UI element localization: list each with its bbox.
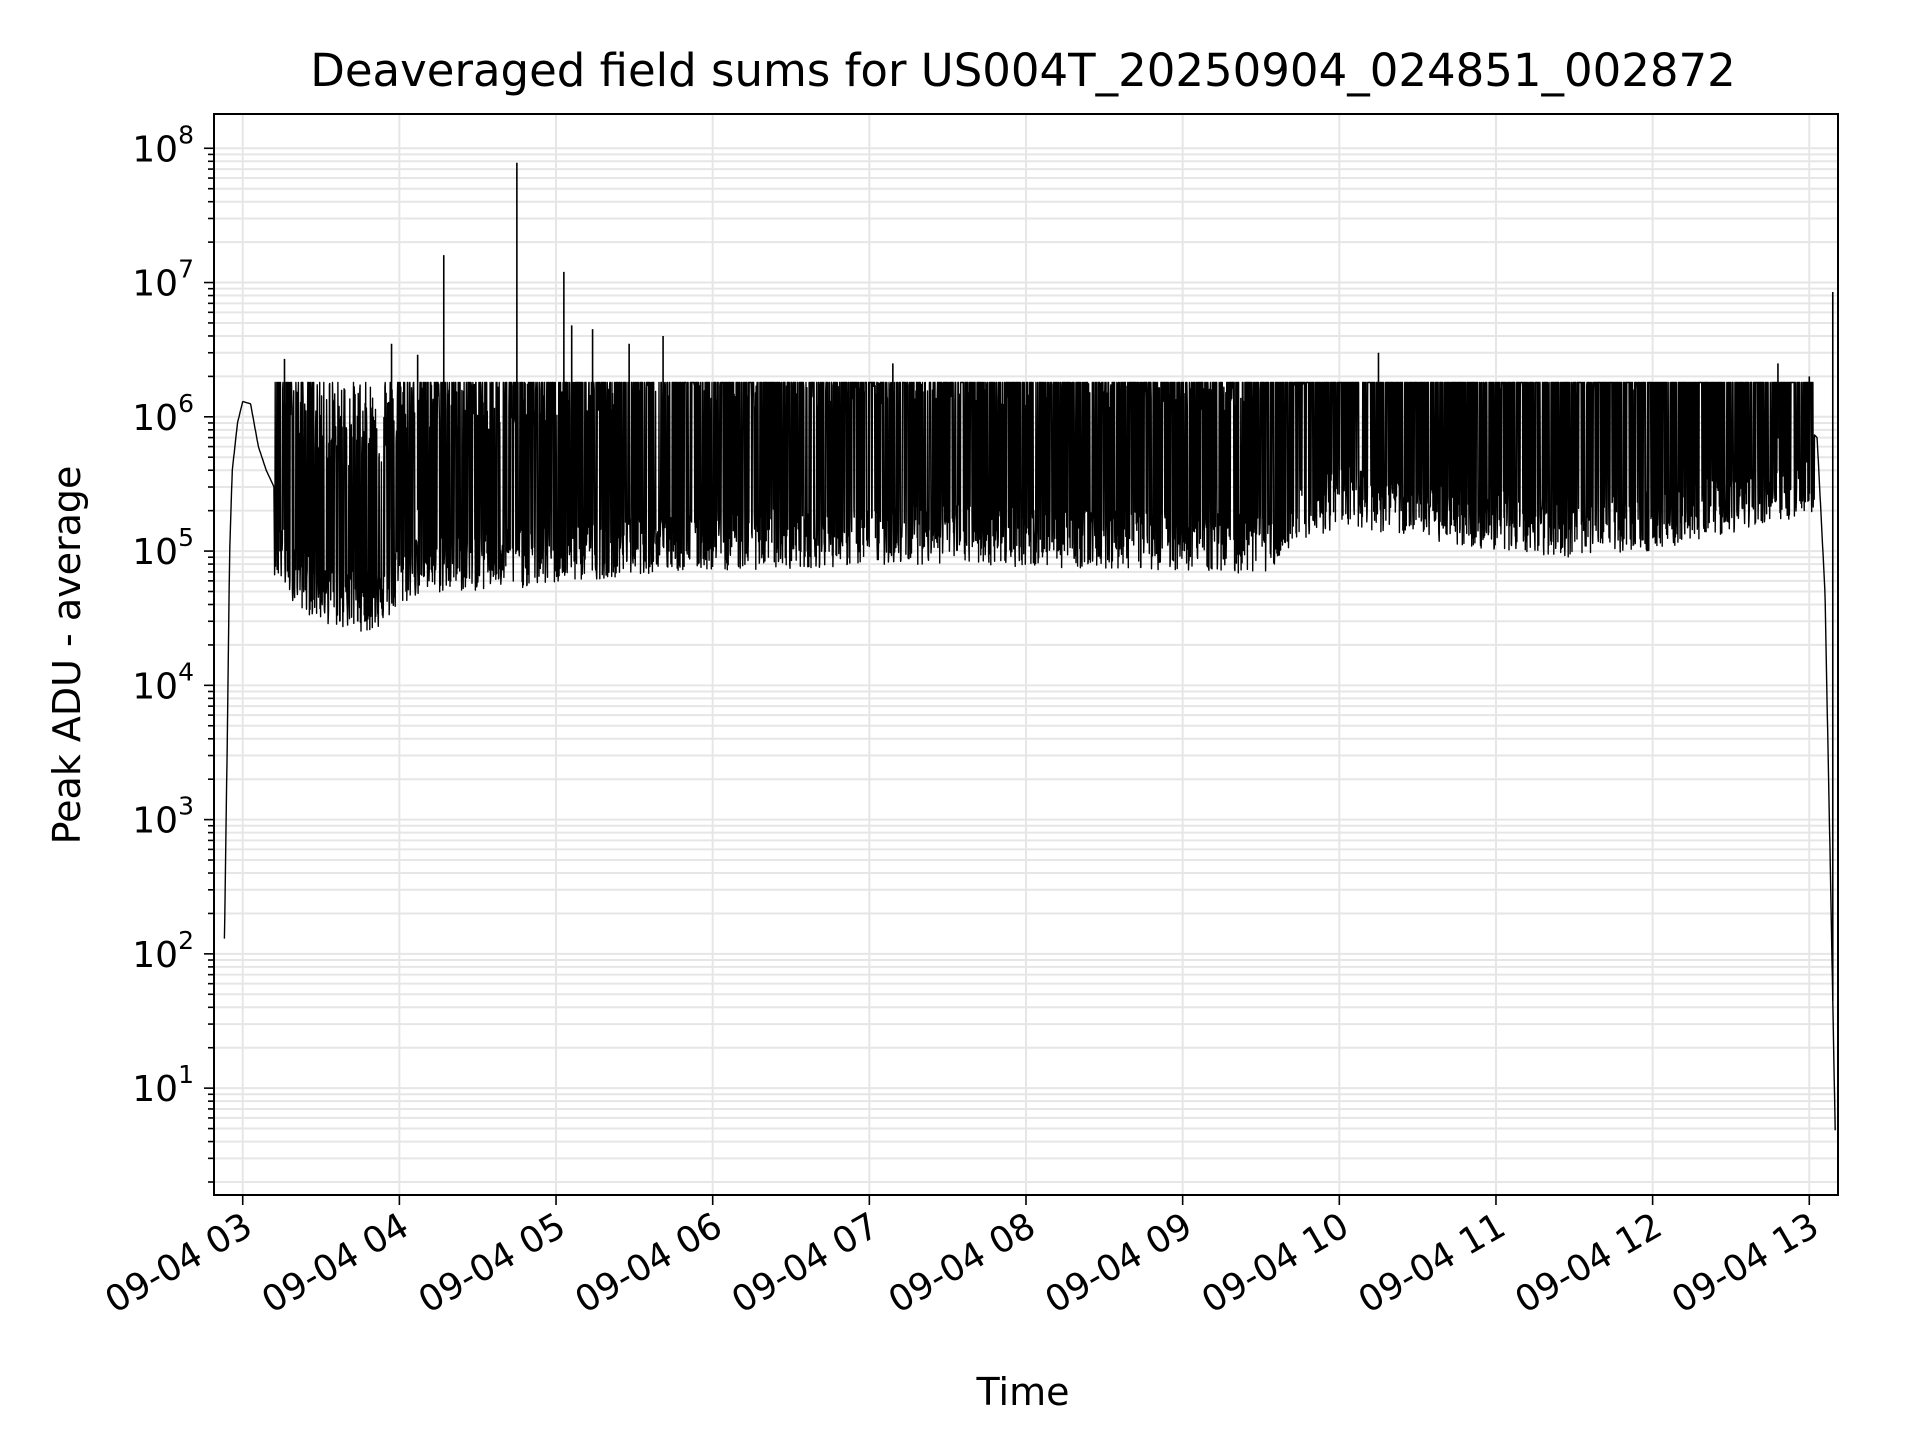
data-series-line	[223, 381, 1836, 1131]
y-tick-label: 108	[132, 120, 194, 170]
y-axis-label: Peak ADU - average	[45, 466, 89, 845]
spike-marks	[283, 162, 1834, 1001]
y-tick-label: 106	[132, 389, 194, 439]
y-tick-label: 107	[132, 255, 194, 305]
x-axis-label: Time	[976, 1370, 1070, 1414]
plot-area	[223, 162, 1836, 1131]
y-axis: 101 102 103 104 105 106 107 108	[132, 120, 214, 1183]
y-tick-label: 104	[132, 657, 194, 707]
y-tick-label: 101	[132, 1060, 194, 1110]
chart-title: Deaveraged field sums for US004T_2025090…	[310, 44, 1736, 97]
grid	[214, 114, 1838, 1195]
y-tick-label: 102	[132, 926, 194, 976]
y-tick-label: 105	[132, 523, 194, 573]
y-tick-label: 103	[132, 792, 194, 842]
